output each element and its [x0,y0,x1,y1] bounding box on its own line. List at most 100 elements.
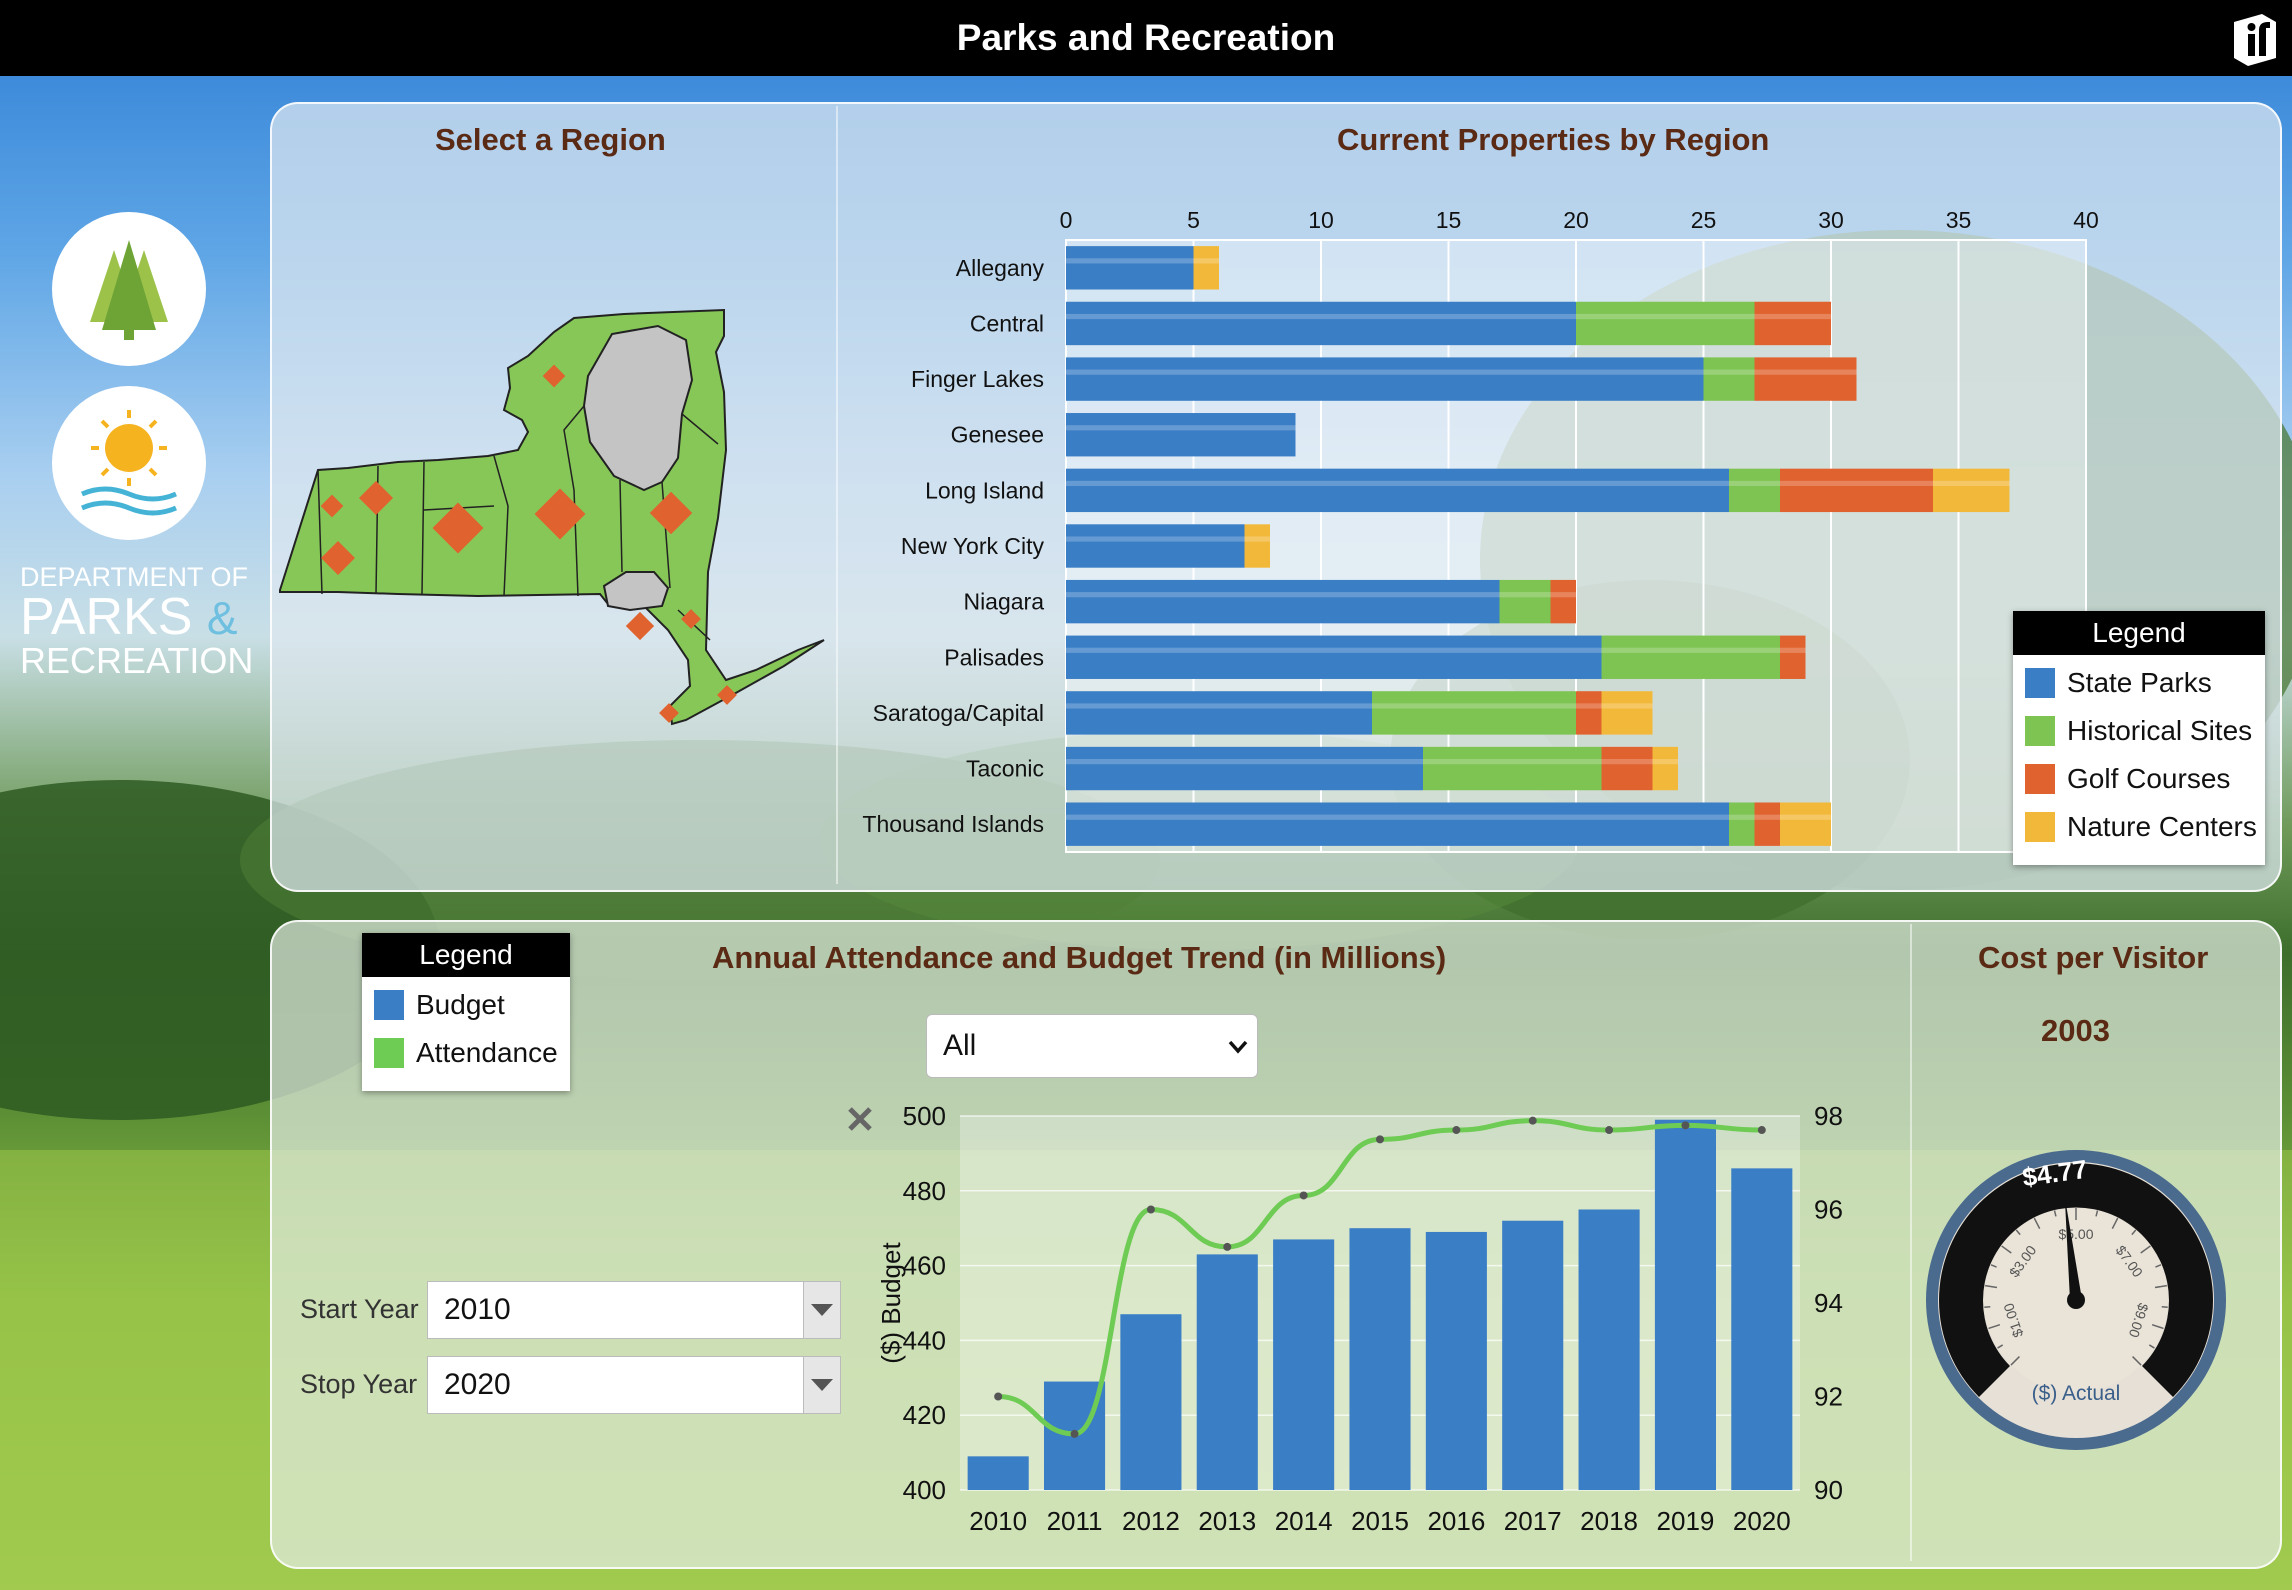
budget-bar [1120,1314,1182,1490]
bar-segment [1729,468,1780,513]
attendance-point [1528,1116,1537,1125]
y-tick-label: 400 [903,1475,946,1505]
attendance-legend-title: Legend [362,933,570,977]
cost-per-visitor-gauge: $1.00$3.00$5.00$7.00$9.00 ($) Actual $4.… [1926,1150,2226,1450]
bar-highlight [1601,758,1653,765]
legend-swatch [374,990,404,1020]
attendance-point [1299,1191,1308,1200]
x-tick-label: 2014 [1275,1506,1333,1536]
bar-segment [1601,691,1653,735]
gauge-unit-label: ($) Actual [2032,1382,2121,1405]
bar-highlight [1601,647,1780,653]
triangle-down-icon [811,1379,833,1391]
x-tick-label: 30 [1818,207,1844,233]
x-tick-label: 10 [1308,207,1334,233]
stop-year-select[interactable]: 2020 [427,1356,841,1414]
category-label: Finger Lakes [911,366,1044,392]
attendance-point [994,1392,1003,1401]
bar-segment [1754,301,1831,346]
legend-item-historical-sites[interactable]: Historical Sites [2013,707,2265,755]
bar-segment [1423,746,1602,791]
gauge-tick [2151,1324,2164,1330]
tree-logo-icon [52,212,206,366]
gauge-needle-pointer [2064,1196,2082,1301]
bar-highlight [1754,313,1831,320]
attendance-point [1223,1242,1232,1251]
x-tick-label: 2017 [1504,1506,1562,1536]
attendance-point [1146,1205,1155,1214]
start-year-dropdown-arrow[interactable] [803,1282,840,1338]
region-filter-select[interactable]: All [926,1014,1258,1078]
properties-legend-title: Legend [2013,611,2265,655]
gauge-tick [2010,1356,2020,1366]
bar-segment [1244,524,1270,568]
start-year-label: Start Year [300,1294,419,1324]
bar-highlight [1066,369,1704,375]
x-tick-label: 2013 [1198,1506,1256,1536]
bar-segment [1576,301,1755,346]
app-title: Parks and Recreation [956,17,1336,58]
x-tick-label: 0 [1060,207,1073,233]
bar-highlight [1244,536,1270,542]
map-region-unselected-south[interactable] [602,571,670,612]
bar-segment [1193,246,1219,290]
region-map [279,308,825,726]
attendance-point [1452,1126,1461,1135]
gauge-ticks [1984,1208,2168,1366]
legend-swatch [2025,716,2055,746]
bar-segment [1066,468,1729,513]
y2-tick-label: 96 [1814,1195,1843,1225]
legend-swatch [2025,764,2055,794]
bar-highlight [1754,814,1780,820]
dept-line1: DEPARTMENT OF [20,562,249,592]
attendance-point [1757,1126,1766,1135]
bar-segment [1703,357,1755,401]
app-logo-icon[interactable] [2228,12,2282,66]
attendance-line [998,1118,1762,1437]
bar-segment [1372,691,1576,735]
bar-highlight [1550,592,1576,598]
bar-highlight [1066,258,1194,264]
legend-item-nature-centers[interactable]: Nature Centers [2013,803,2265,851]
legend-item-budget[interactable]: Budget [362,981,570,1029]
bar-segment [1601,746,1653,791]
bar-segment [1066,357,1704,401]
bar-segment [1780,802,1831,846]
x-tick-label: 2012 [1122,1506,1180,1536]
gauge-arc [1939,1163,2213,1397]
gauge-year: 2003 [2041,1013,2110,1048]
start-year-select[interactable]: 2010 [427,1281,841,1339]
gauge-tick [2033,1217,2041,1230]
legend-item-state-parks[interactable]: State Parks [2013,659,2265,707]
budget-bar [1425,1231,1487,1490]
category-label: Palisades [944,644,1044,670]
x-tick-label: 2019 [1657,1506,1715,1536]
category-label: Niagara [963,589,1044,615]
bar-highlight [1729,480,1780,487]
gauge-tick [1988,1324,2001,1330]
legend-item-attendance[interactable]: Attendance [362,1029,570,1077]
gauge-hub [2067,1291,2085,1309]
legend-item-golf-courses[interactable]: Golf Courses [2013,755,2265,803]
bar-highlight [1754,369,1857,375]
bar-segment [1780,635,1806,679]
budget-bar [1731,1168,1793,1490]
y-tick-label: 460 [903,1251,946,1281]
gauge-tick [1985,1284,1998,1289]
x-tick-label: 2018 [1580,1506,1638,1536]
attendance-point [1376,1135,1384,1144]
dept-line3: RECREATION [20,640,254,681]
properties-chart-title: Current Properties by Region [1337,122,1770,157]
bar-highlight [1066,313,1576,320]
bar-segment [1066,802,1729,846]
stop-year-dropdown-arrow[interactable] [803,1357,840,1413]
y2-tick-label: 98 [1814,1101,1843,1131]
clear-filter-icon[interactable] [845,1104,875,1134]
gauge-tick [2140,1245,2151,1254]
category-label: Thousand Islands [862,811,1044,837]
bar-segment [1066,246,1194,290]
bar-segment [1066,691,1372,735]
stop-year-value: 2020 [444,1368,511,1401]
map-region-unselected-north[interactable] [582,324,694,492]
chevron-down-icon [1228,1040,1248,1054]
